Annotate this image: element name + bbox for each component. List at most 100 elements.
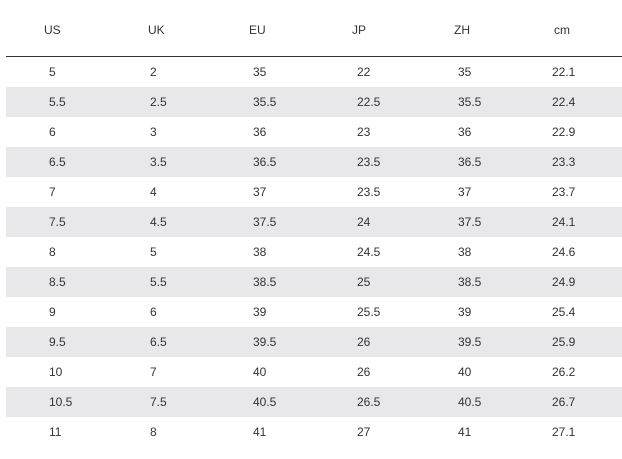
cell-cm: 23.3 (520, 146, 622, 177)
header-us: US (6, 0, 109, 57)
cell-zh: 38.5 (418, 266, 520, 297)
header-jp: JP (315, 0, 418, 57)
cell-us: 8.5 (6, 266, 109, 297)
table-row: 8.5 5.5 38.5 25 38.5 24.9 (6, 266, 622, 297)
cell-jp: 23.5 (357, 184, 381, 199)
cell-jp: 22.5 (315, 86, 418, 117)
cell-us: 6 (49, 124, 56, 139)
cell-us: 10 (49, 364, 63, 379)
header-row: US UK EU JP ZH cm (6, 0, 622, 57)
cell-zh: 40 (458, 364, 472, 379)
cell-jp: 23.5 (315, 146, 418, 177)
cell-uk: 3 (150, 124, 157, 139)
cell-cm: 25.9 (520, 326, 622, 357)
cell-zh: 35.5 (418, 86, 520, 117)
cell-eu: 40.5 (212, 386, 315, 417)
cell-jp: 23 (357, 124, 371, 139)
cell-eu: 36 (253, 124, 267, 139)
cell-us: 8 (49, 244, 56, 259)
cell-zh: 40.5 (418, 386, 520, 417)
cell-eu: 41 (253, 424, 267, 439)
header-eu: EU (212, 0, 315, 57)
cell-eu: 40 (253, 364, 267, 379)
cell-uk: 2 (150, 64, 157, 79)
cell-cm: 24.1 (520, 206, 622, 237)
cell-eu: 38 (253, 244, 267, 259)
cell-us: 6.5 (6, 146, 109, 177)
cell-eu: 35 (253, 64, 267, 79)
table-row: 7.5 4.5 37.5 24 37.5 24.1 (6, 206, 622, 237)
cell-cm: 26.2 (552, 364, 576, 379)
cell-eu: 36.5 (212, 146, 315, 177)
cell-jp: 26.5 (315, 386, 418, 417)
header-zh: ZH (418, 0, 520, 57)
cell-jp: 27 (357, 424, 371, 439)
cell-jp: 26 (315, 326, 418, 357)
cell-uk: 6 (150, 304, 157, 319)
cell-jp: 25 (315, 266, 418, 297)
cell-zh: 41 (458, 424, 472, 439)
cell-cm: 25.4 (552, 304, 576, 319)
cell-cm: 27.1 (552, 424, 576, 439)
table-row: 8 5 38 24.5 38 24.6 (6, 237, 622, 267)
cell-uk: 4.5 (109, 206, 212, 237)
cell-us: 7 (49, 184, 56, 199)
cell-us: 5.5 (6, 86, 109, 117)
cell-eu: 39 (253, 304, 267, 319)
cell-us: 9.5 (6, 326, 109, 357)
table-row: 7 4 37 23.5 37 23.7 (6, 177, 622, 207)
cell-jp: 24.5 (357, 244, 381, 259)
cell-uk: 4 (150, 184, 157, 199)
cell-zh: 37.5 (418, 206, 520, 237)
cell-eu: 35.5 (212, 86, 315, 117)
table-row: 5.5 2.5 35.5 22.5 35.5 22.4 (6, 86, 622, 117)
table-body: 5 2 35 22 35 22.1 5.5 2.5 35.5 22.5 35.5 22.4 6 3 36 23… (6, 56, 622, 447)
cell-jp: 24 (315, 206, 418, 237)
cell-cm: 22.4 (520, 86, 622, 117)
cell-us: 5 (49, 64, 56, 79)
size-conversion-table: US UK EU JP ZH cm 5 2 35 22 35 22.1 5.5 2.5 35.5… (6, 0, 622, 447)
cell-uk: 5.5 (109, 266, 212, 297)
table-header: US UK EU JP ZH cm (6, 0, 622, 57)
table-row: 10.5 7.5 40.5 26.5 40.5 26.7 (6, 386, 622, 417)
cell-jp: 26 (357, 364, 371, 379)
cell-eu: 37.5 (212, 206, 315, 237)
cell-uk: 6.5 (109, 326, 212, 357)
table-row: 6 3 36 23 36 22.9 (6, 117, 622, 147)
cell-uk: 7 (150, 364, 157, 379)
table-row: 11 8 41 27 41 27.1 (6, 417, 622, 447)
cell-cm: 22.9 (552, 124, 576, 139)
cell-uk: 3.5 (109, 146, 212, 177)
cell-us: 9 (49, 304, 56, 319)
cell-jp: 25.5 (357, 304, 381, 319)
cell-zh: 39.5 (418, 326, 520, 357)
table-row: 9.5 6.5 39.5 26 39.5 25.9 (6, 326, 622, 357)
cell-us: 11 (49, 424, 62, 439)
cell-zh: 36.5 (418, 146, 520, 177)
table-row: 6.5 3.5 36.5 23.5 36.5 23.3 (6, 146, 622, 177)
cell-cm: 26.7 (520, 386, 622, 417)
cell-uk: 8 (150, 424, 157, 439)
cell-zh: 36 (458, 124, 472, 139)
cell-cm: 24.9 (520, 266, 622, 297)
cell-uk: 2.5 (109, 86, 212, 117)
cell-us: 10.5 (6, 386, 109, 417)
cell-cm: 22.1 (552, 64, 576, 79)
cell-zh: 37 (458, 184, 472, 199)
cell-us: 7.5 (6, 206, 109, 237)
table-row: 5 2 35 22 35 22.1 (6, 56, 622, 87)
header-uk: UK (109, 0, 212, 57)
cell-zh: 39 (458, 304, 472, 319)
table-row: 9 6 39 25.5 39 25.4 (6, 297, 622, 327)
cell-eu: 38.5 (212, 266, 315, 297)
cell-zh: 38 (458, 244, 472, 259)
cell-uk: 7.5 (109, 386, 212, 417)
cell-jp: 22 (357, 64, 371, 79)
cell-cm: 23.7 (552, 184, 576, 199)
cell-cm: 24.6 (552, 244, 576, 259)
cell-uk: 5 (150, 244, 157, 259)
cell-zh: 35 (458, 64, 472, 79)
header-cm: cm (520, 0, 622, 57)
cell-eu: 39.5 (212, 326, 315, 357)
